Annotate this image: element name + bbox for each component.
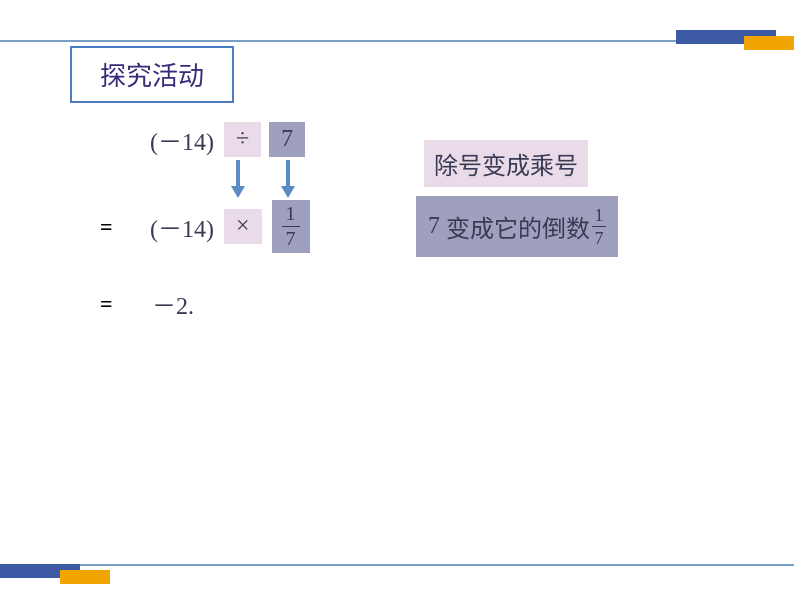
- expression-row-3: = －2.: [100, 282, 202, 325]
- operand-left-2: (－14): [144, 205, 220, 248]
- operator-divide: ÷: [224, 122, 261, 157]
- operand-left-1: (－14): [144, 118, 220, 161]
- top-divider: [0, 40, 794, 42]
- annot2-frac-den: 7: [595, 229, 604, 247]
- bottom-divider: [0, 564, 794, 566]
- operator-multiply: ×: [224, 209, 262, 244]
- annotation-1: 除号变成乘号: [424, 140, 588, 187]
- fraction-bar: [282, 226, 300, 227]
- annot2-seven: 7: [428, 213, 440, 240]
- fraction-numerator: 1: [286, 204, 296, 224]
- top-accent-gold: [744, 36, 794, 50]
- arrow-2: [278, 158, 298, 198]
- bottom-accent-gold: [60, 570, 110, 584]
- operand-right-1: 7: [269, 122, 305, 157]
- annotation-2: 7 变成它的倒数 1 7: [416, 196, 618, 257]
- title-text: 探究活动: [100, 62, 204, 91]
- title-box: 探究活动: [70, 46, 234, 103]
- annot2-text: 变成它的倒数: [446, 209, 590, 244]
- operand-right-fraction: 1 7: [272, 200, 310, 253]
- equals-1: =: [100, 214, 144, 240]
- annot2-frac-num: 1: [595, 206, 604, 224]
- arrow-1: [228, 158, 248, 198]
- equals-2: =: [100, 291, 144, 317]
- fraction-denominator: 7: [286, 229, 296, 249]
- annot2-fraction: 1 7: [592, 206, 606, 247]
- result-value: －2.: [144, 282, 202, 325]
- expression-row-2: = (－14) × 1 7: [100, 200, 310, 253]
- annot2-frac-bar: [592, 226, 606, 227]
- expression-row-1: (－14) ÷ 7: [144, 118, 305, 161]
